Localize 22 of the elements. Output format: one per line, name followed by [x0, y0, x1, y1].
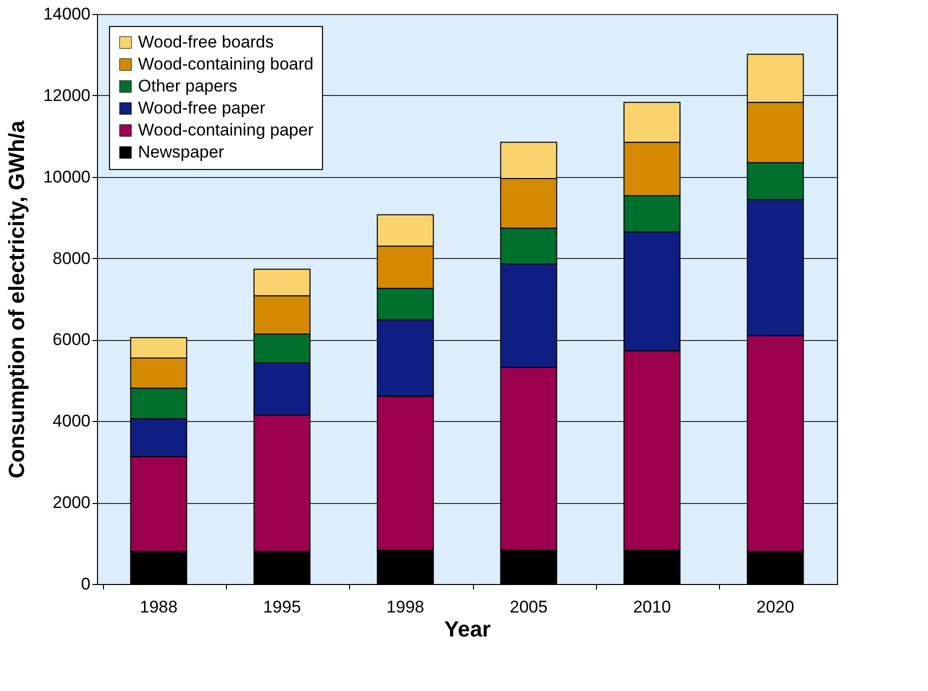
x-tick-label: 2005 — [510, 598, 548, 616]
x-axis-title: Year — [444, 616, 492, 642]
x-tick-label: 1988 — [140, 598, 178, 616]
y-tick-label: 14000 — [43, 4, 90, 24]
y-axis-title: Consumption of electricity, GWh/a — [4, 120, 30, 478]
legend-label: Wood-containing paper — [138, 120, 314, 140]
y-tick-label: 6000 — [52, 330, 90, 350]
y-tick-label: 8000 — [52, 248, 90, 268]
y-tick-label: 2000 — [52, 493, 90, 512]
legend-label: Wood-free paper — [138, 98, 266, 118]
legend-label: Wood-containing board — [138, 54, 314, 74]
legend-label: Newspaper — [138, 142, 224, 162]
x-tick-label: 1998 — [386, 598, 424, 616]
y-tick-label: 10000 — [43, 167, 90, 186]
legend-label: Other papers — [138, 76, 238, 96]
x-tick-label: 1995 — [263, 598, 301, 616]
legend-label: Wood-free boards — [138, 32, 274, 52]
y-tick-label: 12000 — [43, 86, 90, 105]
y-tick-label: 0 — [81, 574, 90, 594]
x-tick-label: 2020 — [756, 598, 794, 616]
x-tick-label: 2010 — [633, 598, 671, 616]
y-tick-label: 4000 — [52, 412, 90, 431]
